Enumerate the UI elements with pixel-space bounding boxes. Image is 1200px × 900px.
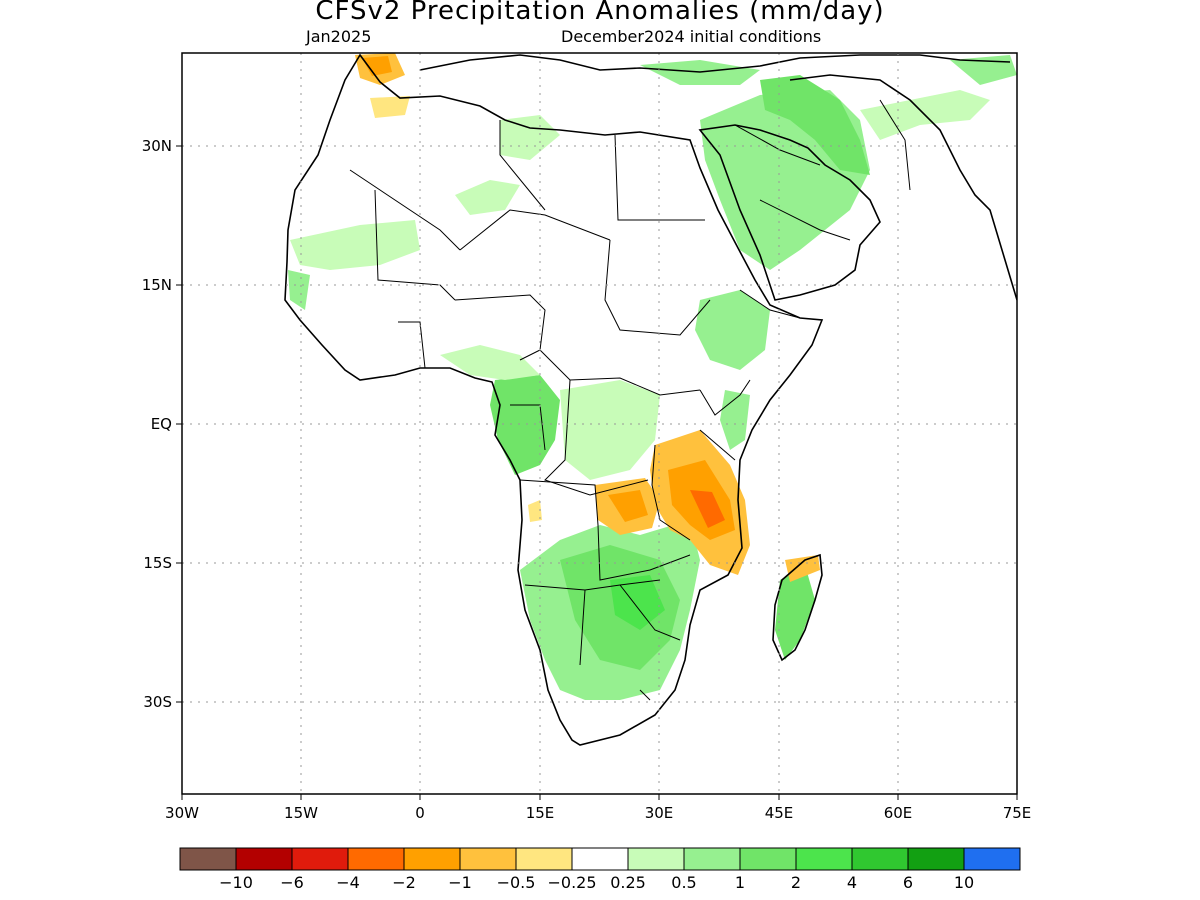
- map-title: CFSv2 Precipitation Anomalies (mm/day): [315, 0, 885, 26]
- lon-tick-15e: 15E: [525, 804, 555, 822]
- anomaly-guinea-wet: [440, 345, 540, 380]
- colorbar-swatch: [235, 847, 293, 871]
- lon-tick-75e: 75E: [1002, 804, 1032, 822]
- colorbar-label: −1: [448, 873, 472, 892]
- colorbar-swatch: [683, 847, 741, 871]
- colorbar-swatch: [627, 847, 685, 871]
- colorbar-swatch: [403, 847, 461, 871]
- colorbar-label: 4: [846, 873, 858, 892]
- anomaly-west-africa-wet: [290, 220, 420, 270]
- anomaly-tanzania-core: [690, 490, 725, 528]
- anomaly-algeria-dry: [370, 96, 410, 118]
- anomaly-madagascar-dry: [785, 555, 820, 582]
- anomaly-southern-africa-core: [610, 575, 665, 630]
- colorbar-swatch: [291, 847, 349, 871]
- initial-conditions-label: December2024 initial conditions: [561, 27, 822, 46]
- anomaly-morocco-drier: [362, 56, 392, 76]
- anomaly-senegal-wet: [288, 270, 310, 310]
- lat-tick-15s: 15S: [143, 554, 172, 572]
- colorbar-swatch: [795, 847, 853, 871]
- lat-tick-30s: 30S: [143, 693, 172, 711]
- anomaly-libya-wet: [500, 115, 560, 160]
- colorbar-label: −2: [392, 873, 416, 892]
- axis-ticks: [176, 145, 1018, 800]
- colorbar-label: −4: [336, 873, 360, 892]
- lon-tick-45e: 45E: [764, 804, 794, 822]
- colorbar-label: 0.25: [610, 873, 646, 892]
- lat-tick-eq: EQ: [150, 415, 172, 433]
- lon-tick-30w: 30W: [165, 804, 199, 822]
- lon-tick-60e: 60E: [883, 804, 913, 822]
- arabia-coastline: [698, 124, 881, 301]
- anomaly-angola-dry: [528, 500, 542, 522]
- anomaly-horn-wet: [695, 290, 770, 370]
- lat-tick-15n: 15N: [141, 276, 172, 294]
- anomaly-madagascar-wet: [775, 565, 815, 660]
- colorbar-label: −0.5: [496, 873, 536, 892]
- colorbar-label: 2: [790, 873, 802, 892]
- lat-tick-30n: 30N: [141, 137, 172, 155]
- europe-coastline: [419, 54, 1011, 73]
- colorbar-label: −0.25: [547, 873, 597, 892]
- colorbar-label: 6: [902, 873, 914, 892]
- anomaly-shading: [288, 53, 1017, 700]
- anomaly-sahel-wet: [455, 180, 520, 215]
- colorbar-swatch: [347, 847, 405, 871]
- lon-tick-30e: 30E: [644, 804, 674, 822]
- anomaly-zambia-drier: [608, 490, 648, 522]
- colorbar-label: 10: [953, 873, 975, 892]
- colorbar-swatch: [459, 847, 517, 871]
- colorbar-swatch: [963, 847, 1021, 871]
- colorbar-swatch: [907, 847, 965, 871]
- africa-coastline: [284, 53, 824, 746]
- valid-month-label: Jan2025: [306, 27, 372, 46]
- colorbar-swatch: [571, 847, 629, 871]
- colorbar: [179, 847, 1021, 871]
- colorbar-swatch: [739, 847, 797, 871]
- colorbar-label: 1: [734, 873, 746, 892]
- anomaly-central-africa-wet: [560, 380, 660, 480]
- colorbar-label: −10: [219, 873, 253, 892]
- colorbar-swatch: [179, 847, 237, 871]
- madagascar-coastline: [772, 553, 823, 662]
- asia-coastline: [789, 74, 1017, 301]
- anomaly-turkey-wet: [950, 55, 1017, 85]
- lon-tick-15w: 15W: [284, 804, 318, 822]
- anomaly-iraq-wet: [760, 75, 870, 175]
- colorbar-swatch: [851, 847, 909, 871]
- country-borders: [349, 99, 911, 701]
- colorbar-label: −6: [280, 873, 304, 892]
- colorbar-swatch: [515, 847, 573, 871]
- lon-tick-0: 0: [415, 804, 425, 822]
- gridlines: [182, 53, 1017, 794]
- anomaly-congo-wet: [490, 375, 560, 475]
- colorbar-label: 0.5: [671, 873, 697, 892]
- coastlines: [284, 53, 1017, 746]
